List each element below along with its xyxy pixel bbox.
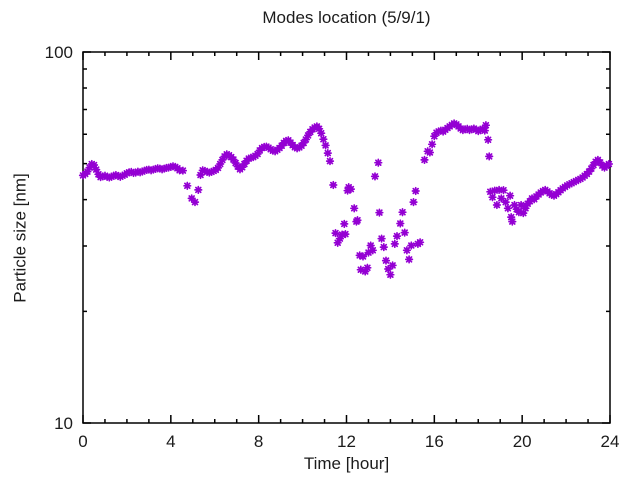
x-tick-label: 4: [166, 432, 175, 451]
y-tick-label: 100: [45, 43, 73, 62]
axis-ticks: [82, 51, 611, 424]
x-tick-label: 20: [513, 432, 532, 451]
y-axis-label: Particle size [nm]: [11, 172, 30, 303]
x-tick-label: 8: [254, 432, 263, 451]
x-tick-label: 24: [601, 432, 620, 451]
x-tick-label: 0: [78, 432, 87, 451]
y-axis-label-container: Particle size [nm]: [4, 52, 38, 423]
scatter-points: [78, 119, 614, 279]
x-axis-label-container: Time [hour]: [83, 452, 610, 476]
x-tick-label: 12: [337, 432, 356, 451]
plot-border: [82, 51, 611, 424]
y-tick-label: 10: [54, 414, 73, 433]
chart-title: Modes location (5/9/1): [262, 8, 431, 27]
x-tick-label: 16: [425, 432, 444, 451]
x-axis-label: Time [hour]: [303, 454, 390, 473]
